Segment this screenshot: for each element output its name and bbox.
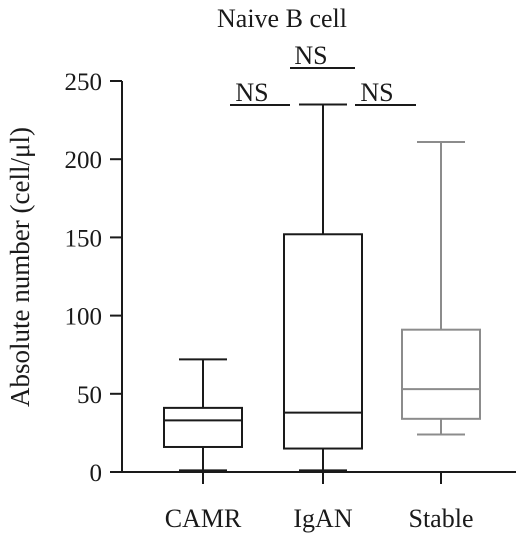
x-tick-labels: CAMR IgAN Stable: [165, 504, 474, 533]
y-axis-label: Absolute number (cell/μl): [5, 127, 35, 407]
significance-label: NS: [294, 41, 327, 70]
significance-label: NS: [235, 78, 268, 107]
significance-annotations: NS NS NS: [230, 41, 416, 107]
box-igan: [283, 103, 363, 472]
iqr-box: [283, 233, 363, 450]
significance-label: NS: [360, 78, 393, 107]
y-tick-label: 100: [65, 304, 103, 331]
x-tick-label: Stable: [409, 504, 474, 533]
y-tick-label: 200: [65, 147, 103, 174]
x-tick-label: CAMR: [165, 504, 242, 533]
chart-title: Naive B cell: [217, 4, 347, 33]
iqr-box: [163, 406, 243, 448]
x-tick-label: IgAN: [293, 504, 352, 533]
boxes: [163, 103, 481, 472]
box-stable: [401, 140, 481, 436]
iqr-box: [401, 328, 481, 420]
box-camr: [163, 358, 243, 472]
y-tick-label: 250: [65, 69, 103, 96]
y-tick-label: 50: [77, 382, 102, 409]
y-tick-label: 150: [65, 225, 103, 252]
y-ticks: 0 50 100 150 200 250: [65, 69, 122, 487]
axes: [121, 81, 516, 484]
y-tick-label: 0: [90, 460, 103, 487]
